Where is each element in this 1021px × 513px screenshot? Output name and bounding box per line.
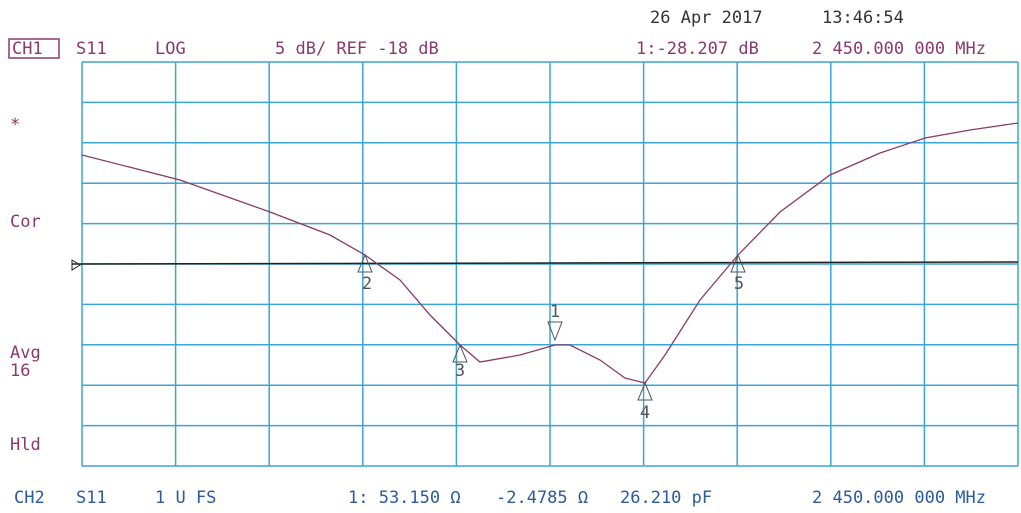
marker-3 bbox=[452, 343, 468, 363]
channel-box bbox=[8, 38, 60, 59]
marker-1 bbox=[547, 321, 563, 342]
trace bbox=[81, 122, 1019, 384]
side-label: * bbox=[10, 115, 20, 135]
side-label: Avg bbox=[10, 343, 41, 363]
ch1-parameter: S11 bbox=[76, 39, 107, 59]
ch2-reactance: -2.4785 Ω bbox=[496, 488, 588, 508]
marker-2 bbox=[357, 253, 373, 273]
ch1-format: LOG bbox=[155, 39, 186, 59]
time: 13:46:54 bbox=[822, 8, 904, 28]
marker-label: 2 bbox=[362, 274, 372, 294]
ch2-parameter: S11 bbox=[76, 488, 107, 508]
reference-line bbox=[71, 261, 1019, 265]
ch1-scale: 5 dB/ REF -18 dB bbox=[275, 39, 439, 59]
side-label: 16 bbox=[10, 361, 30, 381]
reference-arrow bbox=[71, 259, 81, 271]
date: 26 Apr 2017 bbox=[650, 8, 763, 28]
marker-label: 5 bbox=[734, 274, 744, 294]
ch2-frequency: 2 450.000 000 MHz bbox=[812, 488, 986, 508]
marker-4 bbox=[637, 381, 653, 401]
marker-label: 4 bbox=[640, 403, 650, 423]
ch2-label: CH2 bbox=[14, 488, 45, 508]
ch1-frequency: 2 450.000 000 MHz bbox=[812, 39, 986, 59]
markers: 1 2 3 4 5 bbox=[357, 253, 746, 423]
ch2-capacitance: 26.210 pF bbox=[620, 488, 712, 508]
side-label: Hld bbox=[10, 435, 41, 455]
marker-label: 1 bbox=[550, 302, 560, 322]
ch2-format: 1 U FS bbox=[155, 488, 216, 508]
marker-label: 3 bbox=[455, 361, 465, 381]
side-label: Cor bbox=[10, 212, 41, 232]
ch1-marker: 1:-28.207 dB bbox=[636, 39, 759, 59]
ch2-resistance: 1: 53.150 Ω bbox=[348, 488, 461, 508]
marker-5 bbox=[730, 253, 746, 273]
ch1-label: CH1 bbox=[12, 39, 43, 59]
